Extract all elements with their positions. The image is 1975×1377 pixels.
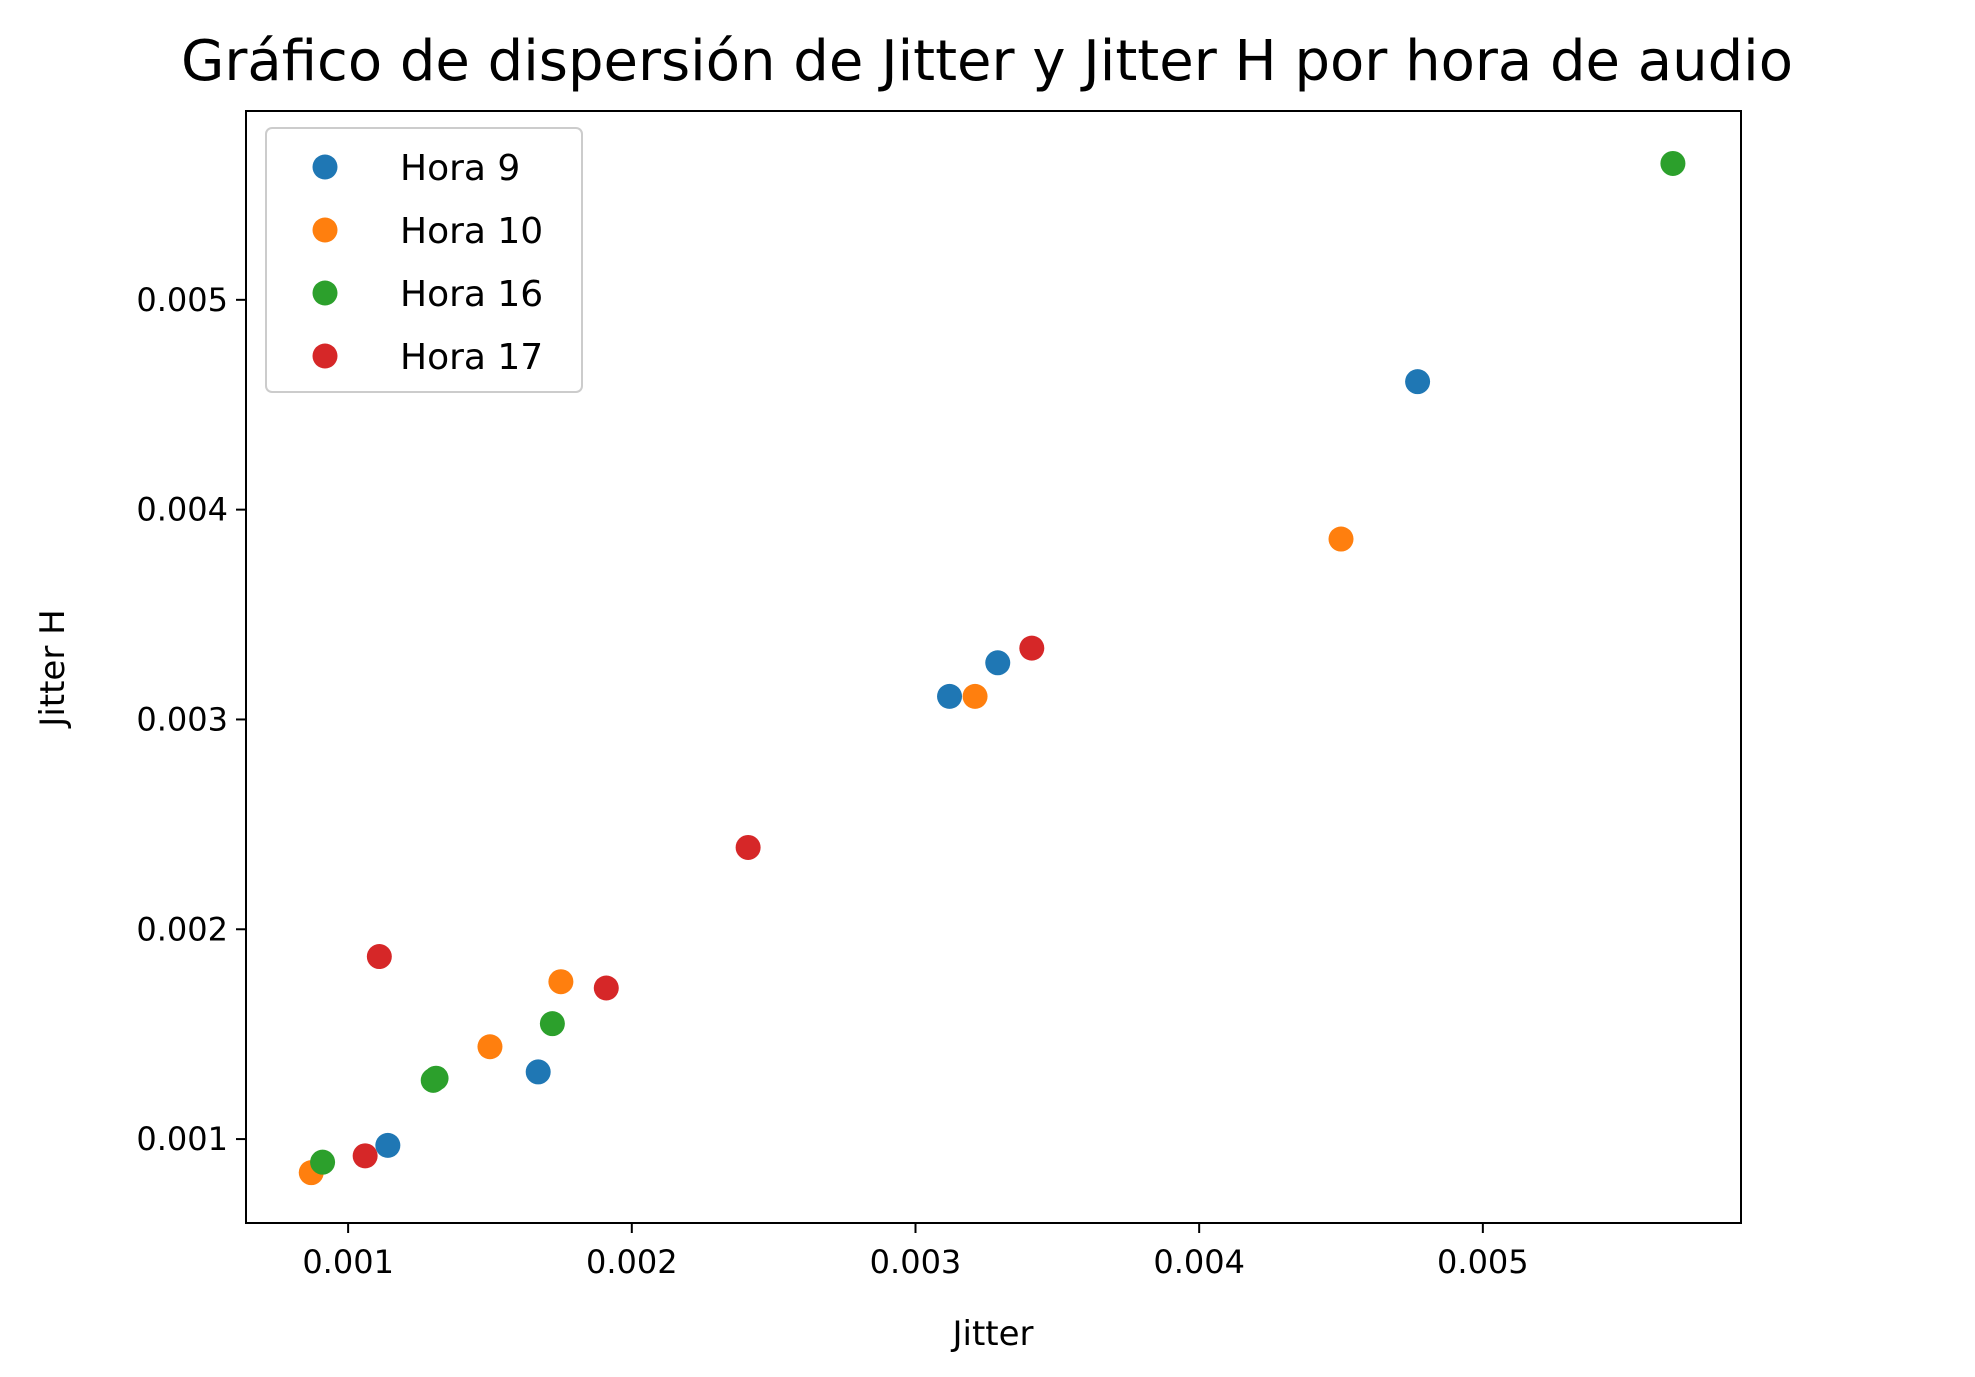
point-hora-17: [352, 1143, 378, 1169]
point-hora-9: [937, 683, 963, 709]
chart-title: Gráfico de dispersión de Jitter y Jitter…: [181, 29, 1793, 94]
legend-label: Hora 9: [400, 148, 520, 189]
x-tick-label: 0.005: [1437, 1243, 1529, 1281]
x-axis: 0.001 0.002 0.003 0.004 0.005: [302, 1223, 1529, 1281]
legend-marker: [312, 154, 338, 180]
y-axis: 0.001 0.002 0.003 0.004 0.005: [136, 281, 246, 1158]
legend-marker: [312, 280, 338, 306]
point-hora-16: [539, 1011, 565, 1037]
data-points: [298, 150, 1686, 1186]
y-tick-label: 0.001: [136, 1120, 228, 1158]
legend-item-hora-16: Hora 16: [312, 274, 543, 315]
y-tick-label: 0.003: [136, 700, 228, 738]
x-tick-label: 0.002: [586, 1243, 678, 1281]
series-hora-9: [375, 369, 1431, 1158]
series-hora-17: [352, 635, 1045, 1169]
legend-label: Hora 10: [400, 211, 543, 252]
point-hora-9: [375, 1132, 401, 1158]
y-tick-label: 0.005: [136, 281, 228, 319]
point-hora-16: [310, 1149, 336, 1175]
legend-marker: [312, 343, 338, 369]
point-hora-9: [1405, 369, 1431, 395]
point-hora-16: [1660, 150, 1686, 176]
point-hora-17: [735, 834, 761, 860]
legend: Hora 9 Hora 10 Hora 16 Hora 17: [265, 127, 583, 393]
point-hora-9: [985, 650, 1011, 676]
point-hora-16: [423, 1065, 449, 1091]
x-axis-label: Jitter: [950, 1314, 1033, 1354]
legend-item-hora-17: Hora 17: [312, 337, 543, 378]
point-hora-10: [1328, 526, 1354, 552]
y-tick-label: 0.002: [136, 910, 228, 948]
legend-box: [265, 127, 583, 393]
y-tick-label: 0.004: [136, 491, 228, 529]
legend-label: Hora 16: [400, 274, 543, 315]
point-hora-10: [477, 1034, 503, 1060]
point-hora-17: [593, 975, 619, 1001]
point-hora-9: [525, 1059, 551, 1085]
legend-item-hora-9: Hora 9: [312, 148, 520, 189]
point-hora-10: [548, 969, 574, 995]
legend-marker: [312, 217, 338, 243]
legend-label: Hora 17: [400, 337, 543, 378]
x-tick-label: 0.001: [302, 1243, 394, 1281]
legend-item-hora-10: Hora 10: [312, 211, 543, 252]
x-tick-label: 0.003: [870, 1243, 962, 1281]
y-axis-label: Jitter H: [33, 609, 73, 728]
point-hora-10: [962, 683, 988, 709]
x-tick-label: 0.004: [1153, 1243, 1245, 1281]
series-hora-16: [310, 150, 1686, 1175]
point-hora-17: [366, 944, 392, 970]
point-hora-17: [1019, 635, 1045, 661]
